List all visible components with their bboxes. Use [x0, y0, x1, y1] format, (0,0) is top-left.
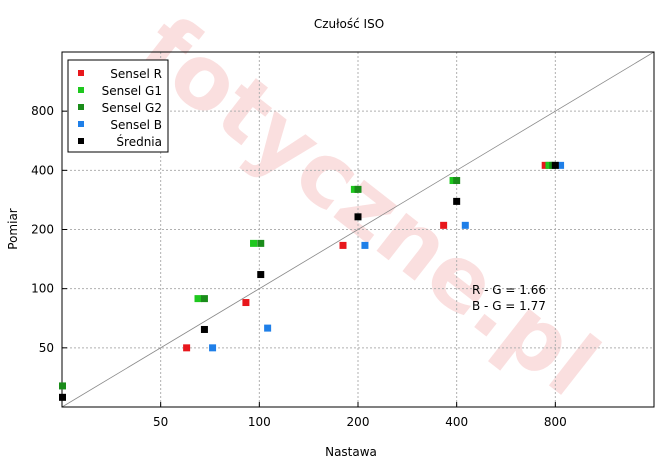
- data-point: [242, 299, 250, 307]
- data-point: [545, 161, 553, 169]
- data-point: [200, 325, 208, 333]
- legend-label: Sensel R: [110, 67, 162, 81]
- x-tick-label: 200: [347, 415, 370, 429]
- data-point: [59, 382, 66, 390]
- y-axis-label: Pomiar: [6, 208, 20, 250]
- reference-diagonal: [61, 51, 655, 408]
- data-point: [453, 197, 461, 205]
- y-tick-label: 200: [31, 223, 54, 237]
- data-points: [59, 161, 565, 401]
- x-tick-label: 400: [445, 415, 468, 429]
- data-point: [361, 241, 369, 249]
- annotations: R - G = 1.66 B - G = 1.77: [472, 283, 546, 313]
- legend-label: Sensel G2: [102, 101, 162, 115]
- legend-marker: [78, 87, 84, 93]
- data-point: [557, 161, 565, 169]
- y-tick-label: 50: [39, 341, 54, 355]
- legend-marker: [78, 70, 84, 76]
- data-point: [461, 221, 469, 229]
- data-point: [449, 177, 457, 185]
- series-sensel-r: [183, 161, 549, 352]
- data-point: [257, 239, 265, 247]
- data-point: [453, 177, 461, 185]
- legend-box: [67, 59, 169, 153]
- data-point: [250, 239, 258, 247]
- data-point: [350, 185, 358, 193]
- x-tick-label: 50: [153, 415, 168, 429]
- legend: Sensel R Sensel G1 Sensel G2 Sensel B Średni…: [67, 59, 169, 153]
- series-sensel-g1: [194, 161, 553, 303]
- data-point: [551, 161, 559, 169]
- watermark-text: fotyczne.pl: [120, 0, 617, 416]
- data-point: [339, 241, 347, 249]
- data-point: [200, 295, 208, 303]
- y-tick-label: 400: [31, 163, 54, 177]
- x-axis-label: Nastawa: [325, 445, 377, 459]
- chart-title: Czułość ISO: [314, 17, 384, 31]
- data-point: [59, 393, 66, 401]
- legend-label: Sensel B: [110, 118, 162, 132]
- x-tick-label: 100: [248, 415, 271, 429]
- legend-marker: [78, 138, 84, 144]
- data-point: [541, 161, 549, 169]
- annotation-text: B - G = 1.77: [472, 299, 546, 313]
- legend-marker: [78, 121, 84, 127]
- data-point: [183, 344, 191, 352]
- reference-line: [61, 51, 655, 408]
- y-tick-label: 100: [31, 282, 54, 296]
- x-tick-label: 800: [544, 415, 567, 429]
- series-sensel-b: [209, 161, 565, 352]
- data-point: [194, 295, 202, 303]
- legend-marker: [78, 104, 84, 110]
- y-tick-label: 800: [31, 104, 54, 118]
- data-point: [264, 324, 272, 332]
- legend-label: Średnia: [116, 134, 162, 149]
- data-point: [257, 271, 265, 279]
- data-point: [354, 213, 362, 221]
- data-point: [209, 344, 217, 352]
- data-point: [354, 185, 362, 193]
- legend-label: Sensel G1: [102, 84, 162, 98]
- watermark: fotyczne.pl: [120, 0, 617, 416]
- data-point: [440, 221, 448, 229]
- annotation-text: R - G = 1.66: [472, 283, 546, 297]
- axis-ticks: 50 100 200 400 800 50 100 200 400 800: [31, 104, 567, 429]
- series-średnia: [59, 161, 559, 401]
